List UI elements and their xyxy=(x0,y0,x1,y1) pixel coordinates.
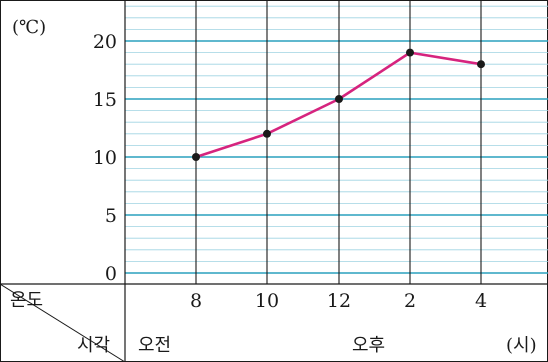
header-diagonal xyxy=(0,283,126,362)
period-label-pm: 오후 xyxy=(352,335,385,356)
x-unit-label: (시) xyxy=(506,335,537,356)
row-header-temperature: 온도 xyxy=(10,290,43,311)
row-header-time: 시각 xyxy=(77,335,110,356)
x-tick-label: 8 xyxy=(190,290,202,312)
y-tick-label: 0 xyxy=(105,263,117,285)
y-tick-labels: 0 5 10 15 20 xyxy=(93,31,117,285)
y-tick-label: 20 xyxy=(93,31,117,53)
data-point xyxy=(477,60,485,69)
x-tick-label: 12 xyxy=(327,290,351,312)
y-tick-label: 5 xyxy=(105,205,117,227)
y-unit-label: (℃) xyxy=(12,17,46,38)
vertical-gridlines xyxy=(195,0,482,284)
y-tick-label: 10 xyxy=(93,147,117,169)
x-tick-label: 4 xyxy=(475,290,487,312)
x-tick-label: 2 xyxy=(404,290,416,312)
data-points xyxy=(192,48,485,161)
x-tick-label: 10 xyxy=(255,290,279,312)
minor-gridlines xyxy=(125,5,548,262)
y-tick-label: 15 xyxy=(93,89,117,111)
data-point xyxy=(406,48,414,57)
data-point xyxy=(263,129,271,138)
data-point xyxy=(335,95,343,103)
x-tick-labels: 8 10 12 2 4 xyxy=(190,290,487,312)
data-point xyxy=(192,153,200,161)
period-label-am: 오전 xyxy=(138,335,171,356)
